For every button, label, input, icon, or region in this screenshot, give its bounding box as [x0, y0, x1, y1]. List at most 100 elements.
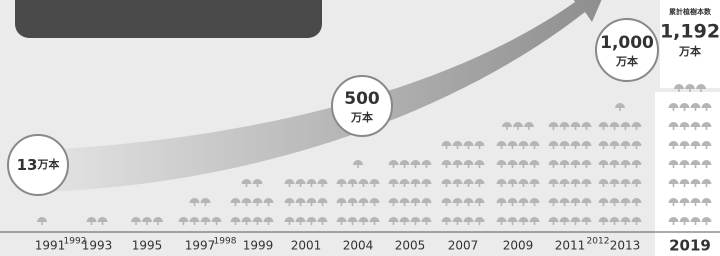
tree-icon [131, 217, 141, 222]
tree-icon [497, 217, 507, 222]
tree-icon [253, 198, 263, 203]
tree-icon [337, 217, 347, 222]
tree-icon [632, 160, 642, 165]
tree-stem [457, 184, 459, 187]
tree-stem [479, 203, 481, 206]
tree-stem [352, 184, 354, 187]
tree-stem [603, 127, 605, 130]
tree-icon [549, 198, 559, 203]
tree-icon [582, 160, 592, 165]
tree-icon [422, 179, 432, 184]
tree-stem [564, 146, 566, 149]
tree-stem [501, 165, 503, 168]
tree-icon [582, 217, 592, 222]
tree-stem [625, 146, 627, 149]
photo [15, 0, 322, 38]
tree-stem [575, 127, 577, 130]
tree-icon [190, 198, 200, 203]
tree-icon [400, 160, 410, 165]
tree-icon [296, 198, 306, 203]
tree-stem [564, 203, 566, 206]
callout-text: 13万本 [17, 156, 60, 174]
tree-stem [614, 146, 616, 149]
tree-stem [695, 165, 697, 168]
tree-icon [610, 198, 620, 203]
tree-icon [142, 217, 152, 222]
tree-stem [393, 184, 395, 187]
tree-stem [512, 146, 514, 149]
tree-icon [359, 217, 369, 222]
tree-icon [497, 198, 507, 203]
tree-icon [524, 122, 534, 127]
tree-stem [586, 127, 588, 130]
tree-icon [582, 122, 592, 127]
tree-stem [553, 146, 555, 149]
tree-icon [582, 141, 592, 146]
tree-stem [393, 222, 395, 225]
tree-icon [307, 217, 317, 222]
tree-icon [464, 198, 474, 203]
tree-icon [242, 179, 252, 184]
callout-number: 500 [344, 89, 380, 109]
tree-icon [348, 217, 358, 222]
x-tick-label: 2001 [291, 239, 322, 253]
tree-column [497, 122, 540, 225]
tree-stem [673, 184, 675, 187]
tree-stem [684, 108, 686, 111]
tree-stem [357, 165, 359, 168]
tree-icon [599, 217, 609, 222]
tree-icon [370, 179, 380, 184]
tree-icon [389, 179, 399, 184]
tree-stem [257, 203, 259, 206]
tree-icon [560, 179, 570, 184]
tree-icon [610, 160, 620, 165]
tree-icon [411, 198, 421, 203]
tree-stem [695, 184, 697, 187]
tree-stem [523, 184, 525, 187]
x-tick-label: 2013 [610, 239, 641, 253]
tree-icon [632, 141, 642, 146]
tree-stem [706, 146, 708, 149]
tree-icon [422, 198, 432, 203]
tree-stem [512, 203, 514, 206]
x-tick-label: 2007 [448, 239, 479, 253]
tree-icon [615, 103, 625, 108]
tree-stem [523, 146, 525, 149]
tree-icon [599, 198, 609, 203]
tree-icon [571, 179, 581, 184]
tree-stem [426, 203, 428, 206]
tree-stem [135, 222, 137, 225]
tree-stem [468, 203, 470, 206]
tree-stem [404, 184, 406, 187]
tree-icon [610, 217, 620, 222]
tree-icon [153, 217, 163, 222]
tree-icon [464, 179, 474, 184]
tree-stem [479, 222, 481, 225]
tree-stem [684, 203, 686, 206]
tree-stem [194, 222, 196, 225]
tree-icon [571, 122, 581, 127]
tree-stem [625, 203, 627, 206]
tree-icon [253, 217, 263, 222]
tree-stem [564, 184, 566, 187]
tree-icon [549, 122, 559, 127]
tree-stem [575, 184, 577, 187]
tree-column [231, 179, 274, 225]
tree-icon [519, 179, 529, 184]
tree-stem [625, 165, 627, 168]
tree-icon [353, 160, 363, 165]
tree-stem [625, 127, 627, 130]
tree-stem [479, 146, 481, 149]
tree-stem [246, 203, 248, 206]
tree-stem [415, 165, 417, 168]
tree-icon [337, 179, 347, 184]
tree-stem [553, 203, 555, 206]
tree-stem [446, 203, 448, 206]
tree-stem [553, 165, 555, 168]
tree-stem [636, 203, 638, 206]
tree-stem [341, 184, 343, 187]
tree-stem [564, 165, 566, 168]
tree-icon [264, 217, 274, 222]
tree-icon [190, 217, 200, 222]
tree-stem [512, 222, 514, 225]
